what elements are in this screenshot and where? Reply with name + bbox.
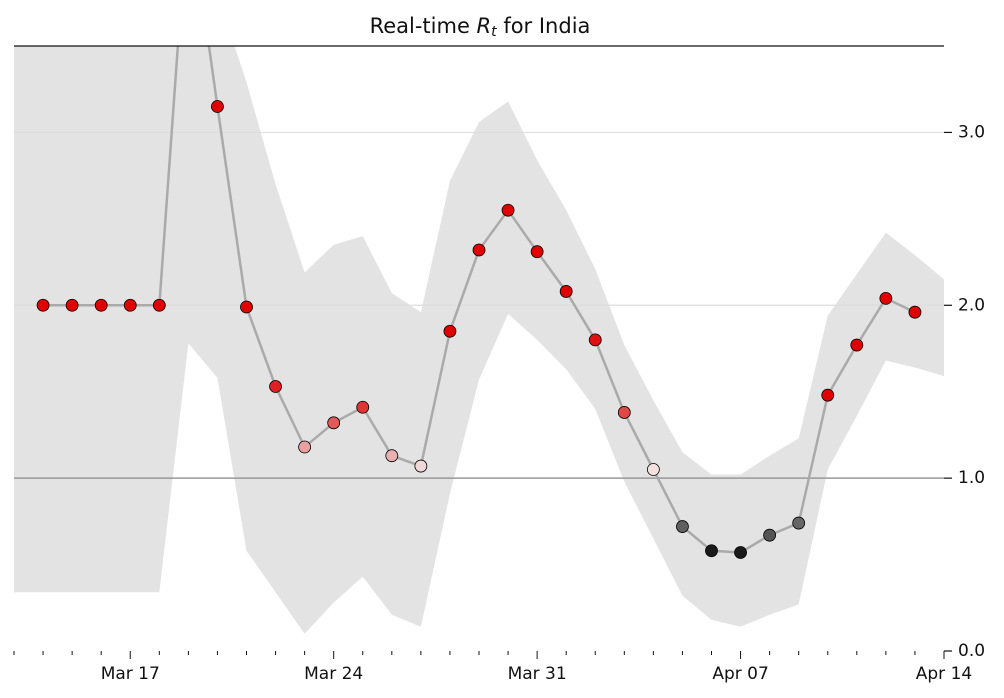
rt-point bbox=[356, 400, 370, 414]
rt-point bbox=[94, 298, 108, 312]
rt-point bbox=[65, 298, 79, 312]
y-tick-label: 1.0 bbox=[958, 468, 985, 488]
rt-point bbox=[211, 100, 224, 113]
rt-point bbox=[36, 298, 50, 312]
rt-point bbox=[385, 449, 399, 463]
rt-point bbox=[646, 463, 660, 476]
rt-point bbox=[530, 245, 544, 259]
rt-point bbox=[850, 338, 864, 352]
rt-point bbox=[879, 291, 893, 305]
rt-point bbox=[501, 203, 515, 217]
rt-point bbox=[734, 546, 747, 559]
rt-point bbox=[240, 300, 253, 314]
rt-point bbox=[327, 416, 341, 430]
x-tick-label: Mar 31 bbox=[508, 664, 567, 684]
rt-point bbox=[617, 406, 631, 419]
x-tick-label: Apr 07 bbox=[712, 664, 768, 684]
rt-point bbox=[414, 459, 428, 473]
rt-point bbox=[472, 243, 486, 257]
title-symbol: R bbox=[477, 14, 492, 38]
rt-point bbox=[269, 380, 282, 393]
x-tick-label: Apr 14 bbox=[916, 664, 972, 684]
rt-point bbox=[152, 298, 166, 312]
rt-point bbox=[705, 544, 718, 558]
title-subscript: t bbox=[491, 24, 497, 40]
title-text: Real-time bbox=[370, 14, 477, 38]
chart-title: Real-time Rt for India bbox=[370, 14, 591, 40]
x-tick-label: Mar 17 bbox=[101, 664, 160, 684]
rt-point bbox=[559, 285, 573, 298]
rt-point bbox=[821, 388, 835, 402]
rt-point bbox=[676, 520, 689, 533]
rt-point bbox=[792, 516, 806, 530]
rt-point bbox=[123, 298, 137, 312]
plot-area bbox=[14, 46, 944, 634]
rt-point bbox=[908, 305, 922, 319]
rt-point bbox=[588, 333, 602, 347]
rt-point bbox=[763, 528, 777, 542]
title-text: for India bbox=[497, 14, 591, 38]
credible-interval bbox=[14, 46, 944, 634]
y-tick-label: 2.0 bbox=[958, 295, 985, 315]
y-tick-label: 0.0 bbox=[958, 641, 985, 661]
rt-point bbox=[298, 440, 312, 454]
rt-point bbox=[443, 324, 457, 338]
axes: 0.0 1.0 2.0 3.0 Mar 17 Mar 24 Mar 31 Apr 07 Apr … bbox=[13, 45, 985, 684]
x-tick-label: Mar 24 bbox=[304, 664, 363, 684]
y-tick-label: 3.0 bbox=[958, 122, 985, 142]
